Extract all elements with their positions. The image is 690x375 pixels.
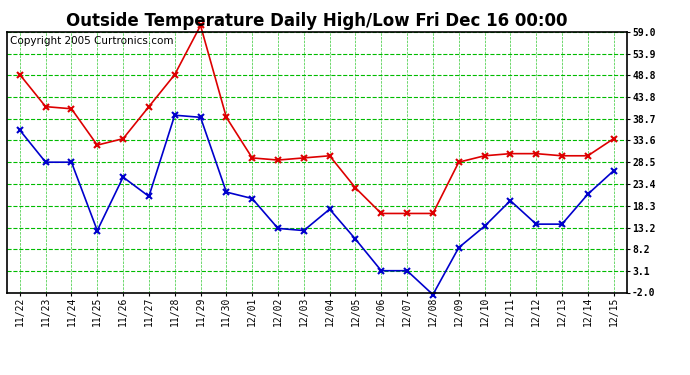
Text: Copyright 2005 Curtronics.com: Copyright 2005 Curtronics.com: [10, 36, 173, 46]
Title: Outside Temperature Daily High/Low Fri Dec 16 00:00: Outside Temperature Daily High/Low Fri D…: [66, 12, 567, 30]
